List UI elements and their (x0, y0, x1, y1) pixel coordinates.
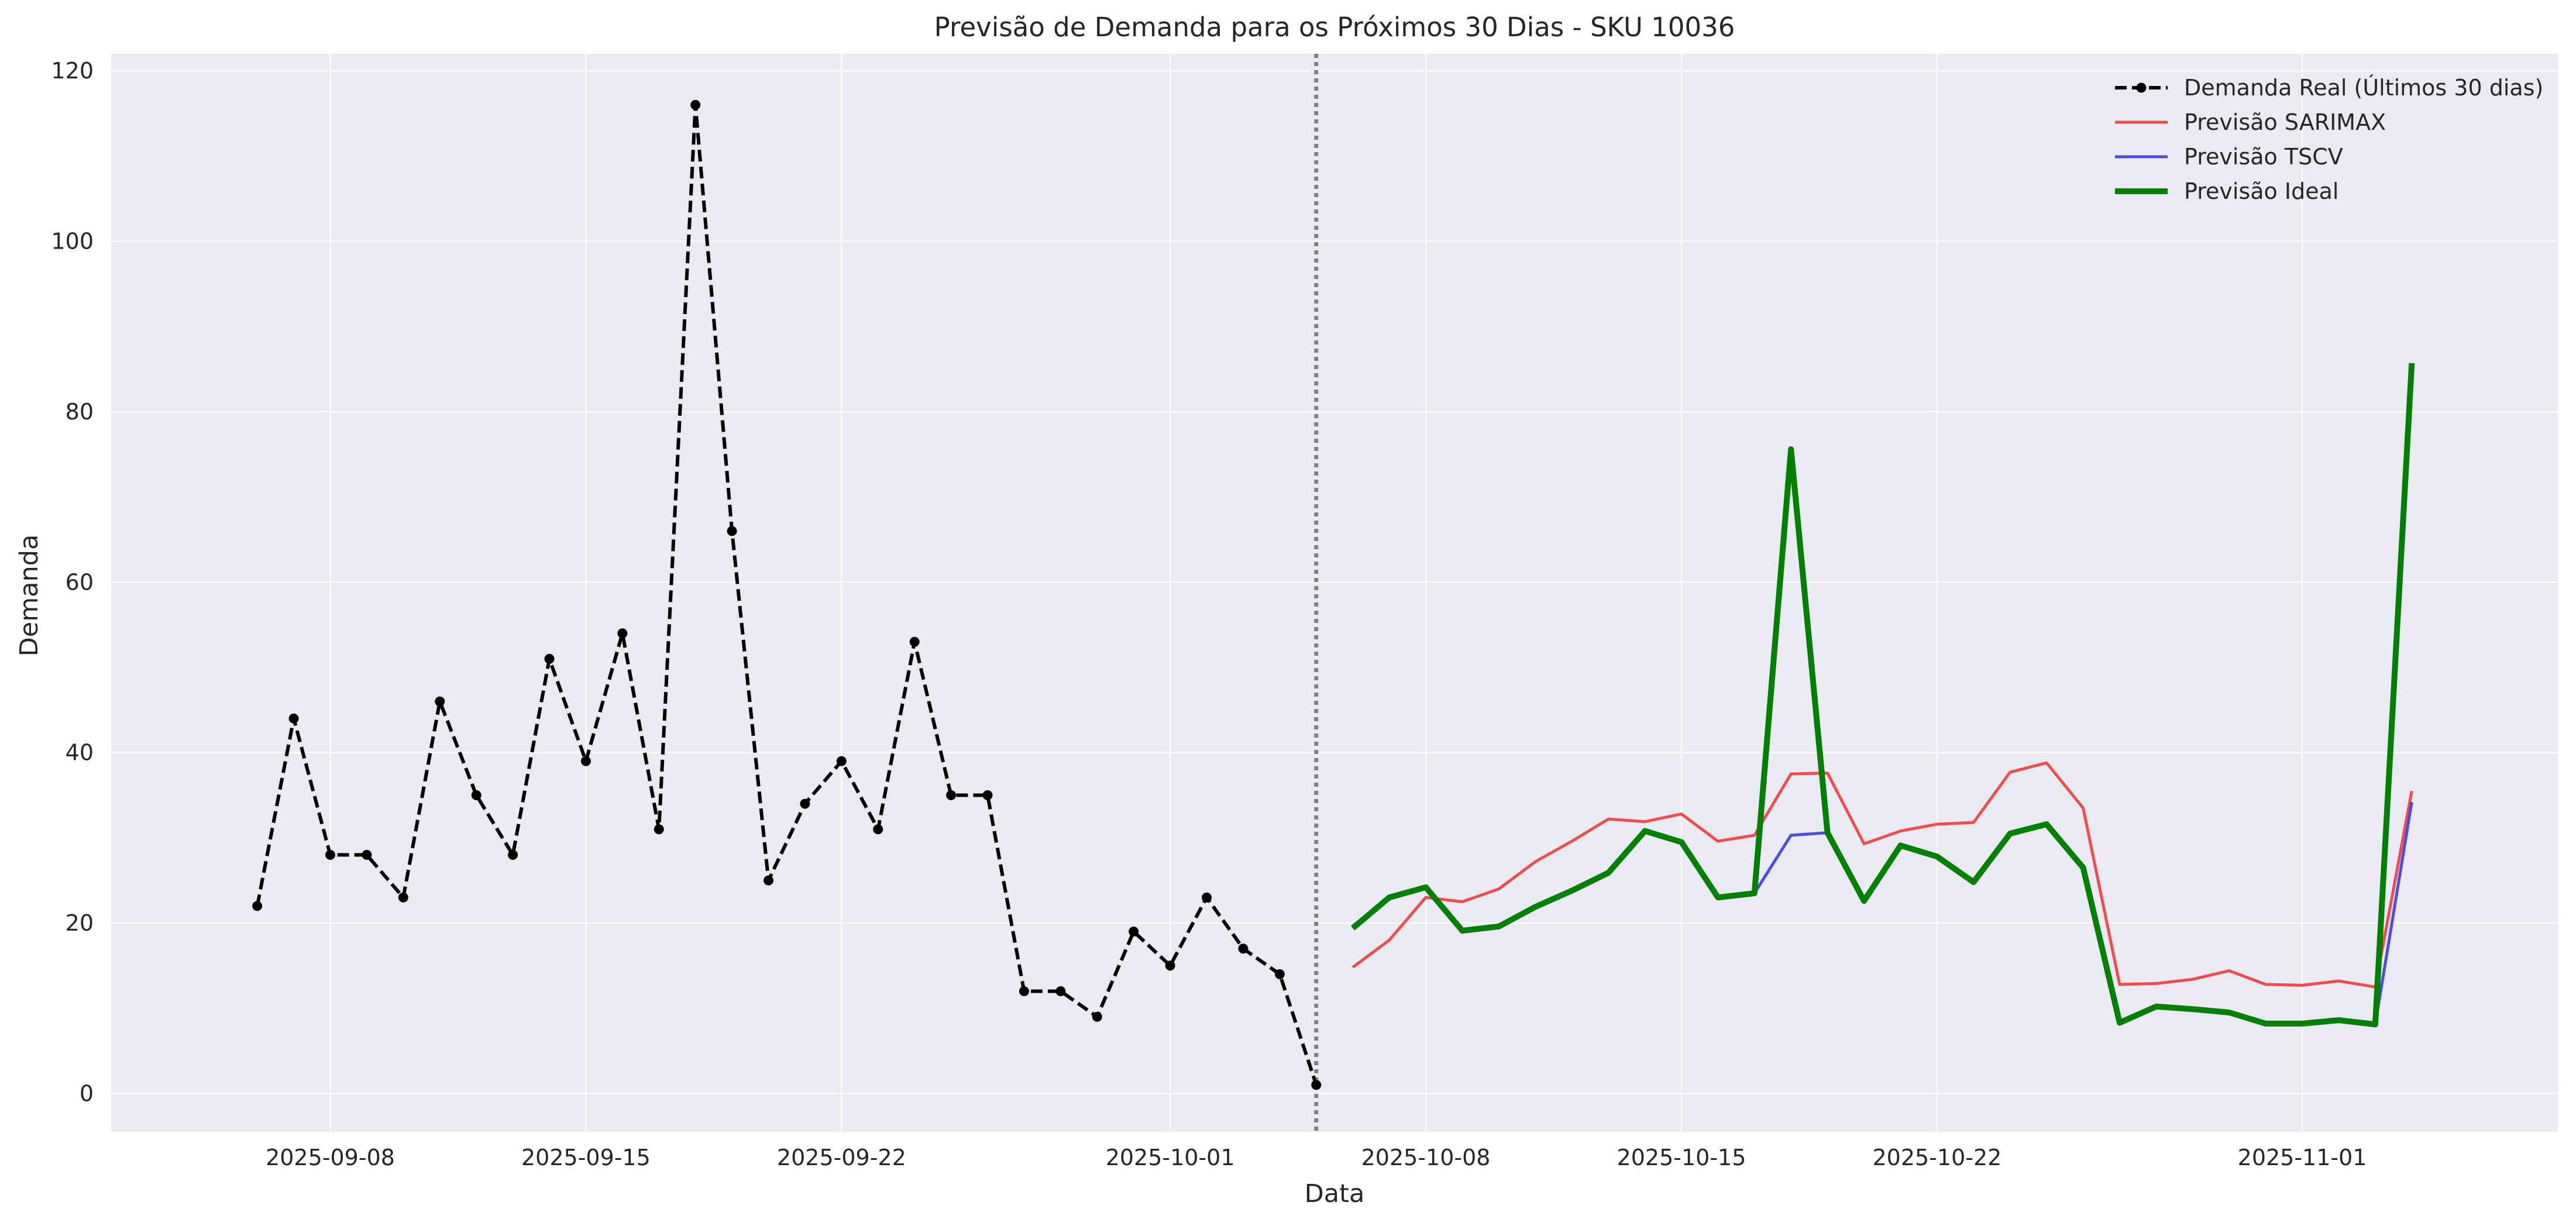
series-previsao-ideal (1350, 363, 2415, 1028)
axes: 0 20 40 60 80 100 120 2025-09-08 2025-09-15 2025-… (51, 58, 2367, 1170)
legend-item: Previsão TSCV (2115, 144, 2343, 170)
data-point (544, 653, 555, 664)
chart-title: Previsão de Demanda para os Próximos 30 … (934, 12, 1735, 43)
legend-item: Previsão SARIMAX (2115, 109, 2386, 135)
x-tick-label: 2025-09-22 (777, 1145, 906, 1170)
legend-marker (2136, 82, 2147, 93)
data-point (508, 850, 518, 860)
series-demanda-real-ultimos-30-dias (252, 99, 1322, 1090)
data-point (288, 713, 299, 724)
legend-label: Previsão TSCV (2184, 144, 2343, 170)
data-point (1092, 1011, 1102, 1022)
x-tick-label: 2025-10-01 (1106, 1145, 1235, 1170)
data-point (471, 790, 482, 801)
data-point (1129, 927, 1139, 937)
x-tick-label: 2025-09-15 (521, 1145, 651, 1170)
data-point (873, 824, 883, 835)
series-previsao-sarimax (1351, 761, 2413, 989)
data-point (1165, 960, 1175, 971)
data-point (325, 850, 336, 860)
x-tick-label: 2025-11-01 (2238, 1145, 2367, 1170)
data-point (362, 850, 372, 860)
grid-lines (111, 54, 2558, 1132)
series-line (1350, 363, 2415, 1028)
x-tick-label: 2025-10-22 (1872, 1145, 2001, 1170)
data-point (727, 526, 737, 536)
data-point (617, 628, 628, 639)
legend-item: Demanda Real (Últimos 30 dias) (2115, 75, 2543, 101)
legend-label: Previsão Ideal (2184, 178, 2338, 204)
data-point (1202, 892, 1212, 903)
y-tick-label: 40 (66, 740, 94, 766)
data-point (1055, 986, 1066, 997)
legend: Demanda Real (Últimos 30 dias) Previsão S… (2115, 75, 2543, 204)
data-point (909, 636, 920, 647)
x-tick-label: 2025-09-08 (266, 1145, 395, 1170)
data-point (654, 824, 664, 835)
data-point (946, 790, 957, 801)
series-layer (252, 99, 2415, 1090)
y-tick-label: 120 (51, 58, 94, 84)
plot-area (111, 54, 2558, 1132)
data-point (1311, 1080, 1322, 1090)
data-point (580, 756, 591, 766)
series-line (255, 103, 1318, 1086)
y-tick-label: 100 (51, 229, 94, 254)
y-tick-label: 80 (66, 399, 94, 425)
data-point (398, 892, 408, 903)
y-tick-label: 60 (66, 569, 94, 595)
y-axis-label: Demanda (15, 535, 44, 657)
y-tick-label: 20 (66, 910, 94, 936)
data-point (1019, 986, 1029, 997)
data-point (836, 756, 847, 766)
data-point (435, 696, 445, 707)
x-axis-label: Data (1305, 1179, 1365, 1208)
data-point (982, 790, 993, 801)
legend-label: Demanda Real (Últimos 30 dias) (2184, 75, 2543, 101)
data-point (800, 798, 810, 809)
y-tick-label: 0 (80, 1080, 94, 1106)
legend-item: Previsão Ideal (2115, 178, 2338, 204)
legend-label: Previsão SARIMAX (2184, 109, 2386, 135)
x-tick-label: 2025-10-08 (1361, 1145, 1491, 1170)
data-point (252, 901, 263, 911)
x-tick-label: 2025-10-15 (1617, 1145, 1746, 1170)
series-line (1351, 761, 2413, 989)
data-point (1238, 943, 1249, 954)
data-point (763, 875, 774, 886)
data-point (1274, 969, 1285, 979)
data-point (690, 99, 701, 110)
